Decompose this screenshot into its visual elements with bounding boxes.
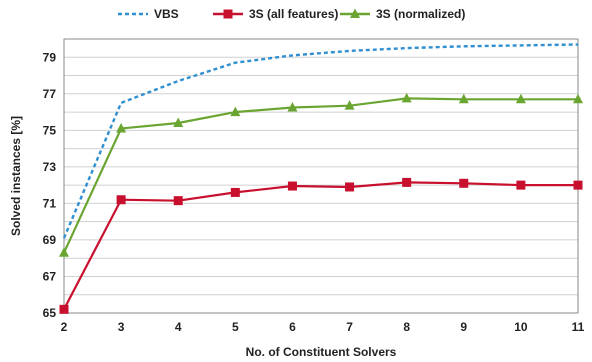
data-point <box>402 177 412 187</box>
x-tick-label: 4 <box>175 320 182 334</box>
y-axis-ticks: 65 67 69 71 73 75 77 79 <box>43 50 57 320</box>
x-tick-label: 7 <box>346 320 353 334</box>
data-point <box>59 304 69 314</box>
data-point <box>345 182 355 192</box>
data-point <box>516 180 526 190</box>
legend: VBS 3S (all features) 3S (normalized) <box>118 7 465 21</box>
y-tick-label: 65 <box>43 306 57 320</box>
legend-item: 3S (normalized) <box>340 7 465 21</box>
legend-item: 3S (all features) <box>213 7 338 21</box>
y-tick-label: 75 <box>43 123 57 137</box>
legend-item: VBS <box>118 7 179 21</box>
legend-marker <box>223 9 233 19</box>
data-point <box>173 117 184 128</box>
y-tick-label: 69 <box>43 233 57 247</box>
legend-label: 3S (all features) <box>249 7 338 21</box>
legend-label: VBS <box>154 7 179 21</box>
series-line <box>63 181 578 310</box>
data-point <box>344 100 355 110</box>
x-tick-label: 8 <box>403 320 410 334</box>
data-point <box>230 106 241 117</box>
data-point <box>573 93 583 104</box>
series-1 <box>59 177 583 314</box>
data-point <box>515 93 526 104</box>
x-tick-label: 3 <box>118 320 125 334</box>
x-tick-label: 6 <box>289 320 296 334</box>
series-2 <box>59 92 583 257</box>
data-point <box>173 196 183 206</box>
y-tick-label: 73 <box>43 160 57 174</box>
y-axis-label: Solved instances [%] <box>9 116 23 236</box>
y-tick-label: 77 <box>43 87 57 101</box>
data-point <box>401 92 412 103</box>
series-line <box>63 97 578 254</box>
y-tick-label: 71 <box>43 196 57 210</box>
x-tick-label: 10 <box>514 320 528 334</box>
data-point <box>59 247 69 257</box>
x-tick-label: 11 <box>572 320 585 334</box>
x-tick-label: 9 <box>460 320 467 334</box>
series-lines <box>59 43 583 314</box>
legend-marker <box>350 8 360 18</box>
data-point <box>573 180 583 190</box>
gridlines <box>64 56 578 296</box>
series-line <box>62 43 579 239</box>
data-point <box>116 123 127 133</box>
x-axis-label: No. of Constituent Solvers <box>246 345 397 359</box>
series-0 <box>62 43 579 239</box>
data-point <box>287 181 297 191</box>
data-point <box>116 195 126 205</box>
y-tick-label: 79 <box>43 50 57 64</box>
x-tick-label: 2 <box>61 320 68 334</box>
plot-area <box>63 38 579 314</box>
x-axis-ticks: 2 3 4 5 6 7 8 9 10 11 <box>61 320 585 334</box>
legend-label: 3S (normalized) <box>376 7 465 21</box>
data-point <box>287 102 298 112</box>
data-point <box>230 187 240 197</box>
x-tick-label: 5 <box>232 320 239 334</box>
y-tick-label: 67 <box>43 269 57 283</box>
data-point <box>458 93 469 104</box>
data-point <box>459 178 469 188</box>
